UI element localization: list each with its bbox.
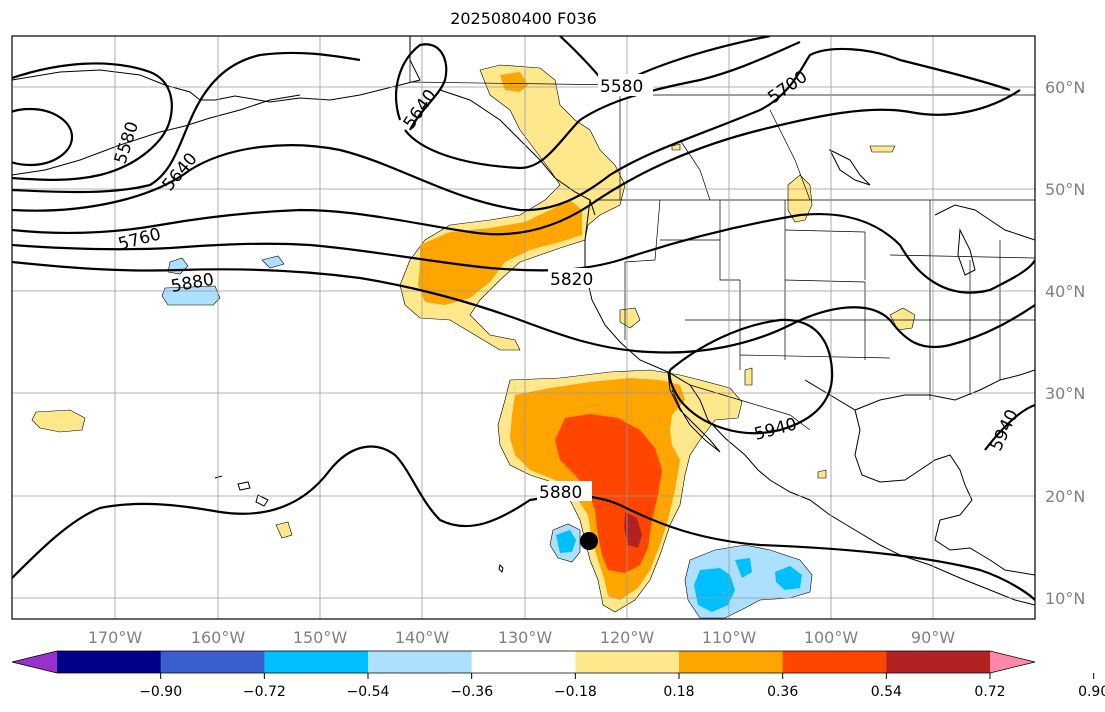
longitude-label: 140°W [395, 628, 450, 647]
anomaly-shading [31, 64, 916, 619]
positive-anomaly-region [817, 469, 827, 479]
alaska-panhandle [439, 89, 596, 216]
longitude-label: 130°W [498, 628, 553, 647]
great-lakes [934, 204, 1035, 241]
contour-5820 [12, 213, 1035, 294]
latitude-labels: 60°N 50°N 40°N 30°N 20°N 10°N [1045, 78, 1085, 608]
contour-5640 [12, 51, 361, 194]
coastlines [12, 36, 1035, 606]
positive-anomaly-region [671, 143, 681, 151]
island [498, 564, 504, 573]
negative-anomaly-region [261, 255, 285, 269]
contour-5940 [668, 318, 834, 435]
positive-anomaly-region [275, 521, 293, 539]
colorbar-segment [57, 651, 162, 673]
colorbar-tick-label: −0.36 [450, 684, 493, 700]
latitude-label: 20°N [1045, 487, 1085, 506]
negative-anomaly-region [735, 558, 752, 578]
longitude-label: 170°W [88, 628, 143, 647]
hudson-bay-edge [828, 148, 871, 186]
colorbar-segment [160, 651, 265, 673]
colorbar-extend-high [990, 651, 1035, 673]
longitude-label: 150°W [293, 628, 348, 647]
longitude-labels: 170°W 160°W 150°W 140°W 130°W 120°W 110°… [88, 628, 955, 647]
alaska-southern-coast [12, 94, 301, 176]
colorbar-tick-label: 0.36 [767, 684, 798, 700]
colorbar-segment [782, 651, 887, 673]
positive-anomaly-region [31, 409, 86, 433]
positive-anomaly-region [624, 512, 642, 548]
map-frame [11, 35, 1036, 620]
contour-label: 5820 [550, 270, 593, 290]
colorbar-segment [679, 651, 784, 673]
contour-label: 5880 [539, 483, 582, 503]
longitude-label: 90°W [911, 628, 955, 647]
positive-anomaly-region [787, 174, 813, 223]
longitude-label: 160°W [191, 628, 246, 647]
colorbar-outline [11, 650, 1036, 674]
colorbar-extend-low [12, 651, 57, 673]
latitude-label: 40°N [1045, 282, 1085, 301]
colorbar-tick-label: 0.54 [871, 684, 902, 700]
colorbar-tick-label: −0.54 [347, 684, 390, 700]
storm-center-marker [580, 532, 598, 550]
longitude-label: 110°W [702, 628, 757, 647]
contour-labels: 5580 5580 5640 5640 5700 5760 5820 5880 … [111, 67, 1023, 503]
contour-5640-north [395, 43, 448, 131]
latitude-label: 10°N [1045, 589, 1085, 608]
positive-anomaly-region [418, 200, 582, 305]
colorbar-segment [264, 651, 369, 673]
contour-5580-low [12, 107, 74, 167]
latitude-label: 60°N [1045, 78, 1085, 97]
positive-anomaly-region [744, 367, 753, 386]
graticule [12, 36, 1035, 619]
gulf-coast [804, 379, 1035, 576]
colorbar-tick-label: −0.72 [243, 684, 286, 700]
negative-anomaly-region [775, 566, 802, 590]
negative-anomaly-region [556, 530, 576, 553]
contour-label: 5580 [600, 77, 643, 97]
contour-5760 [12, 89, 1021, 236]
colorbar-segment [368, 651, 473, 673]
positive-anomaly-region [869, 145, 896, 153]
colorbar-tick-label: −0.90 [139, 684, 182, 700]
contour-5580 [12, 62, 173, 181]
colorbar-segment [575, 651, 680, 673]
colorbar-tick-label: 0.90 [1078, 684, 1105, 700]
colorbar-segment [886, 651, 991, 673]
contour-5640-b [404, 40, 801, 170]
political-borders [409, 36, 1035, 431]
baja-california [667, 371, 721, 453]
contour-5700 [12, 47, 1011, 212]
contour-5880-north [12, 260, 1035, 354]
colorbar-tick-label: 0.72 [974, 684, 1005, 700]
height-contours [12, 36, 1035, 601]
alaska-coastline [12, 36, 421, 103]
hawaii-islands [214, 475, 269, 507]
colorbar: −0.90 −0.72 −0.54 −0.36 −0.18 0.18 0.36 0.54 0.7… [11, 650, 1105, 700]
map-title: 2025080400 F036 [450, 9, 597, 28]
west-coast [584, 199, 1035, 606]
colorbar-tick-label: −0.18 [554, 684, 597, 700]
latitude-label: 50°N [1045, 180, 1085, 199]
contour-5880-south [12, 445, 1035, 601]
latitude-label: 30°N [1045, 384, 1085, 403]
colorbar-tick-label: 0.18 [663, 684, 694, 700]
gulf-coast-north [854, 369, 1035, 411]
longitude-label: 100°W [804, 628, 859, 647]
colorbar-segment [471, 651, 576, 673]
negative-anomaly-region [694, 568, 735, 612]
contour-5940-east [984, 403, 1035, 451]
longitude-label: 120°W [600, 628, 655, 647]
